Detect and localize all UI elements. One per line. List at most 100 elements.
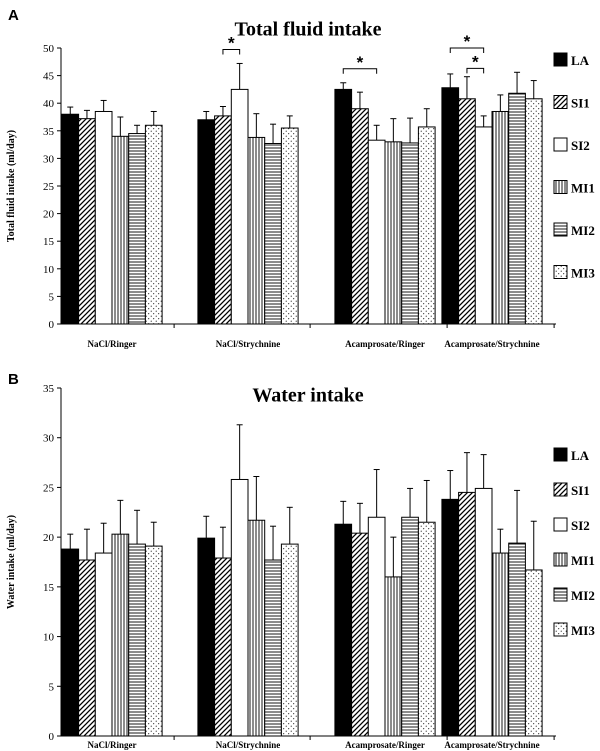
bar-mi1-nacl-ringer — [111, 135, 130, 325]
legend-swatch-si2 — [553, 137, 568, 152]
y-tick-label: 10 — [43, 264, 55, 276]
legend-swatch-la — [553, 447, 568, 462]
bar-mi2-nacl-ringer — [128, 133, 146, 325]
y-tick-label: 15 — [43, 236, 55, 248]
bar-mi1-acamprosate-strychnine — [491, 552, 510, 737]
bar-mi2-acamprosate-strychnine — [508, 92, 526, 325]
x-tick-label-acamprosate-ringer: Acamprosate/Ringer — [345, 339, 425, 349]
bar-mi3-nacl-strychnine — [280, 127, 299, 325]
bar-mi1-acamprosate-ringer — [384, 576, 403, 737]
legend-swatch-mi3 — [553, 622, 568, 637]
bar-si2-nacl-strychnine — [230, 478, 249, 737]
bar-si2-acamprosate-strychnine — [474, 126, 493, 325]
y-tick-label: 0 — [49, 319, 55, 331]
y-axis-label: Water intake (ml/day) — [6, 515, 17, 609]
chart-panel-b: B Water intake 0 5 10 15 20 25 30 35 Water intake … — [6, 371, 595, 750]
bar-la-nacl-ringer — [61, 113, 80, 325]
legend-label-si1: SI1 — [571, 96, 590, 111]
legend-label-la: LA — [571, 448, 590, 463]
y-tick-label: 35 — [43, 126, 55, 138]
legend-label-si2: SI2 — [571, 518, 590, 533]
legend-swatch-si1 — [553, 95, 568, 109]
legend-label-la: LA — [571, 53, 590, 68]
y-tick-label: 20 — [43, 209, 55, 221]
legend-swatch-si1 — [553, 482, 568, 497]
significance-bracket — [342, 68, 378, 74]
y-tick-label: 40 — [43, 98, 55, 110]
bar-mi3-acamprosate-ringer — [417, 126, 436, 325]
chart-title: Water intake — [252, 385, 363, 407]
bar-si2-acamprosate-strychnine — [474, 487, 493, 737]
legend: LA SI1 SI2 MI1 MI2 MI3 — [553, 52, 595, 281]
bar-si1-nacl-strychnine — [214, 557, 232, 737]
legend-swatch-mi1 — [553, 552, 568, 567]
bar-mi2-acamprosate-ringer — [401, 142, 419, 325]
significance-star: * — [472, 52, 479, 71]
legend-swatch-si2 — [553, 517, 568, 532]
significance-bracket — [222, 48, 241, 55]
significance-star: * — [228, 33, 235, 52]
x-tick-label-nacl-ringer: NaCl/Ringer — [88, 339, 137, 349]
y-axis-label: Total fluid intake (ml/day) — [6, 130, 17, 242]
bar-si2-nacl-strychnine — [230, 88, 249, 325]
y-tick-label: 45 — [43, 71, 55, 83]
x-tick-label-acamprosate-strychnine: Acamprosate/Strychnine — [444, 740, 539, 750]
legend-label-si1: SI1 — [571, 483, 590, 498]
legend-swatch-mi1 — [553, 180, 568, 194]
y-tick-label: 0 — [49, 731, 55, 743]
bar-mi2-nacl-ringer — [128, 543, 146, 737]
legend-swatch-mi2 — [553, 587, 568, 602]
chart-title: Total fluid intake — [234, 19, 381, 41]
legend-label-mi1: MI1 — [571, 553, 595, 568]
y-tick-label: 5 — [49, 681, 55, 693]
x-tick-label-nacl-strychnine: NaCl/Strychnine — [216, 740, 281, 750]
bar-si2-acamprosate-ringer — [367, 139, 386, 325]
y-tick-label: 25 — [43, 181, 55, 193]
bar-la-nacl-strychnine — [197, 537, 216, 737]
significance-star: * — [464, 32, 471, 51]
bar-mi1-nacl-strychnine — [247, 519, 266, 737]
bar-mi1-nacl-ringer — [111, 533, 130, 737]
bar-la-acamprosate-ringer — [334, 523, 353, 737]
bar-mi2-acamprosate-ringer — [401, 516, 419, 737]
bar-si1-acamprosate-ringer — [351, 108, 369, 325]
bar-si1-acamprosate-strychnine — [458, 491, 476, 737]
y-tick-label: 50 — [43, 43, 55, 55]
y-tick-label: 10 — [43, 632, 55, 644]
legend-swatch-mi3 — [553, 265, 568, 279]
legend-swatch-la — [553, 52, 568, 67]
significance-bracket — [449, 47, 485, 53]
bar-la-acamprosate-strychnine — [441, 87, 460, 325]
x-tick-label-nacl-ringer: NaCl/Ringer — [88, 740, 137, 750]
bar-si1-nacl-strychnine — [214, 115, 232, 325]
x-tick-label-acamprosate-ringer: Acamprosate/Ringer — [345, 740, 425, 750]
bar-mi2-nacl-strychnine — [264, 559, 282, 737]
legend-label-si2: SI2 — [571, 138, 590, 153]
bar-mi1-acamprosate-strychnine — [491, 110, 510, 325]
bar-mi1-nacl-strychnine — [247, 136, 266, 325]
legend-label-mi3: MI3 — [571, 623, 595, 638]
bar-mi3-acamprosate-ringer — [417, 521, 436, 737]
y-tick-label: 15 — [43, 582, 55, 594]
x-tick-label-acamprosate-strychnine: Acamprosate/Strychnine — [444, 339, 539, 349]
bar-la-nacl-strychnine — [197, 119, 216, 325]
bar-mi3-acamprosate-strychnine — [524, 98, 543, 325]
bar-mi3-acamprosate-strychnine — [524, 569, 543, 737]
legend: LA SI1 SI2 MI1 MI2 MI3 — [553, 447, 595, 638]
y-tick-label: 30 — [43, 433, 55, 445]
y-tick-label: 20 — [43, 532, 55, 544]
bar-mi3-nacl-ringer — [144, 545, 163, 737]
legend-label-mi3: MI3 — [571, 266, 595, 281]
bar-si1-nacl-ringer — [78, 559, 96, 737]
y-tick-label: 35 — [43, 383, 55, 395]
legend-label-mi2: MI2 — [571, 223, 595, 238]
bar-si1-nacl-ringer — [78, 118, 96, 325]
bar-mi2-nacl-strychnine — [264, 142, 282, 325]
panel-label: A — [8, 7, 19, 24]
y-tick-label: 25 — [43, 482, 55, 494]
bar-la-acamprosate-ringer — [334, 88, 353, 325]
significance-bracket — [466, 67, 485, 74]
y-tick-label: 30 — [43, 153, 55, 165]
legend-swatch-mi2 — [553, 222, 568, 237]
